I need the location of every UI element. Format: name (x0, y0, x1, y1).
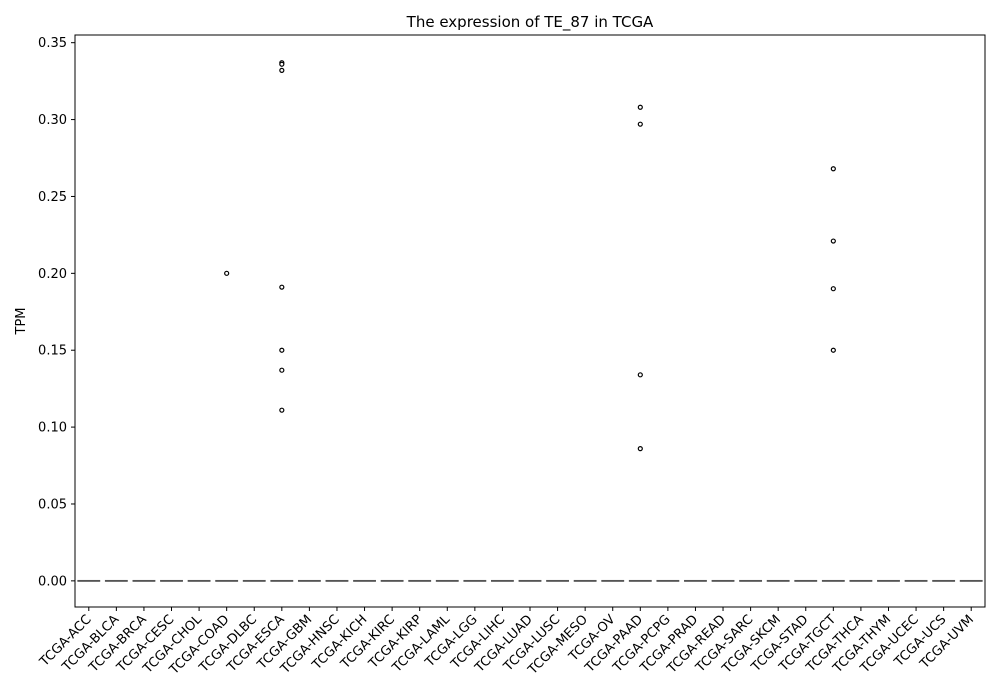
plot-frame (74, 34, 986, 608)
y-tick-label: 0.05 (38, 497, 67, 512)
outlier-point (279, 367, 285, 373)
outlier-point (279, 61, 285, 67)
outlier-point (637, 121, 643, 127)
outlier-point (830, 166, 836, 172)
outlier-point (224, 270, 230, 276)
outlier-point (279, 347, 285, 353)
y-tick-label: 0.00 (38, 574, 67, 589)
y-tick-label: 0.35 (38, 36, 67, 51)
outlier-point (637, 104, 643, 110)
outlier-point (830, 347, 836, 353)
outlier-point (279, 407, 285, 413)
chart-title: The expression of TE_87 in TCGA (406, 13, 654, 32)
outlier-point (637, 372, 643, 378)
y-tick-label: 0.20 (38, 267, 67, 282)
outlier-point (637, 446, 643, 452)
y-tick-label: 0.10 (38, 421, 67, 436)
outlier-point (830, 286, 836, 292)
outlier-point (830, 238, 836, 244)
y-tick-label: 0.25 (38, 190, 67, 205)
y-tick-label: 0.15 (38, 344, 67, 359)
y-axis-label: TPM (14, 308, 29, 336)
y-tick-label: 0.30 (38, 113, 67, 128)
outlier-point (279, 67, 285, 73)
outlier-point (279, 284, 285, 290)
plot-area: 0.000.050.100.150.200.250.300.35TCGA-ACC… (37, 34, 986, 678)
